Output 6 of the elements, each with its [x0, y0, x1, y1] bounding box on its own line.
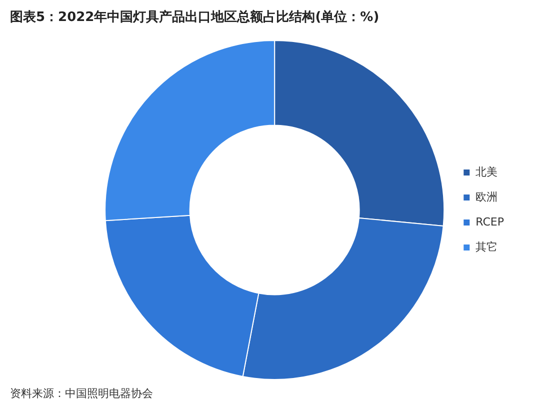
text: 资料来源：中国照明电器协会: [10, 386, 153, 401]
legend-label: 其它: [476, 240, 498, 254]
chart-title: 图表5：2022年中国灯具产品出口地区总额占比结构(单位：%): [10, 8, 380, 26]
legend-label: RCEP: [476, 215, 504, 228]
legend-label: 欧洲: [476, 190, 498, 204]
legend-label: 北美: [476, 165, 498, 178]
